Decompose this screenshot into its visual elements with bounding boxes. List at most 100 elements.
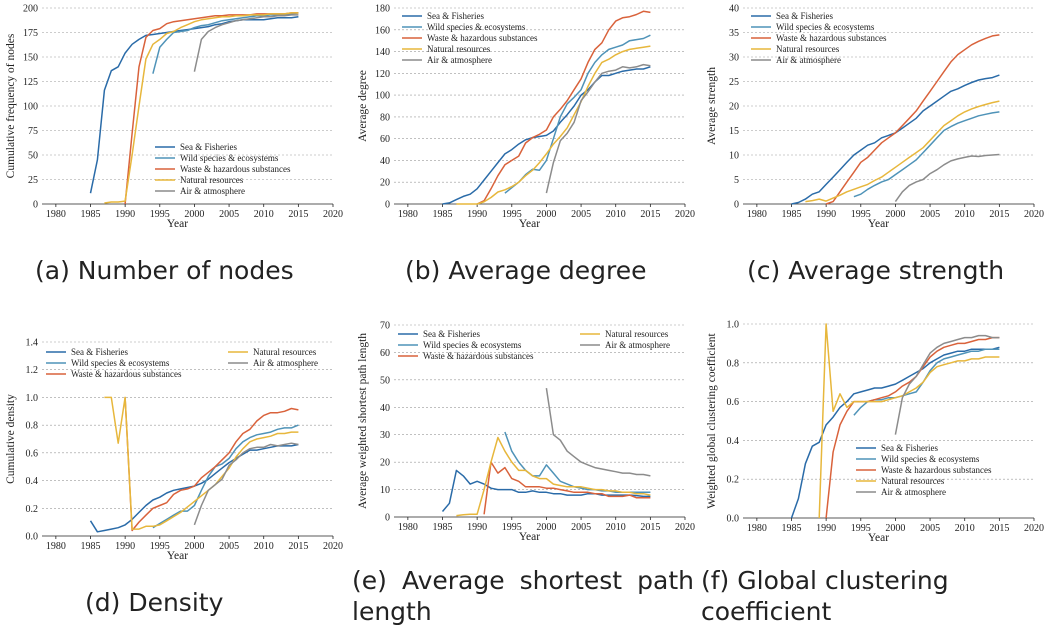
legend-label: Wild species & ecosystems (776, 22, 875, 32)
x-tick-label: 2000 (536, 209, 556, 220)
y-tick-label: 0 (734, 200, 739, 211)
y-tick-label: 175 (23, 28, 38, 39)
y-tick-label: 30 (380, 430, 390, 441)
series-line (790, 346, 1000, 519)
caption-text: (d) Density (85, 588, 224, 617)
legend-label: Sea & Fisheries (776, 11, 833, 21)
caption-a: (a) Number of nodes (35, 255, 294, 286)
y-tick-label: 160 (375, 25, 390, 36)
x-tick-label: 2010 (606, 522, 626, 533)
y-tick-label: 20 (729, 102, 739, 113)
x-tick-label: 1995 (502, 209, 522, 220)
x-tick-label: 1985 (81, 209, 101, 220)
y-tick-label: 40 (729, 4, 739, 15)
y-tick-label: 1.2 (26, 365, 39, 376)
x-tick-label: 1980 (747, 209, 767, 220)
x-tick-label: 1990 (467, 522, 487, 533)
caption-text: (b) Average degree (405, 256, 647, 285)
y-tick-label: 5 (734, 175, 739, 186)
x-tick-label: 1995 (150, 541, 170, 552)
x-tick-label: 2020 (323, 541, 343, 552)
chart-average-strength: 1980 1985 1990 1995 2000 2005 2010 2015 2020 0 5 10… (701, 0, 1046, 300)
chart-svg: 1980 1985 1990 1995 2000 2005 2010 2015 2020 0.0 0… (706, 320, 1044, 545)
series-line (104, 12, 299, 204)
y-tick-label: 140 (375, 47, 390, 58)
x-tick-label: 1980 (46, 209, 66, 220)
x-tick-label: 1980 (747, 523, 767, 534)
x-tick-label: 1985 (782, 209, 802, 220)
chart-svg: 1980 1985 1990 1995 2000 2005 2010 2015 2020 0 20 4… (357, 4, 695, 231)
y-tick-label: 35 (729, 28, 739, 39)
y-tick-label: 40 (380, 403, 390, 414)
y-tick-label: 60 (380, 134, 390, 145)
x-axis-label: Year (167, 218, 188, 230)
y-tick-label: 70 (380, 321, 390, 332)
chart-average-shortest-path-length: 1980 1985 1990 1995 2000 2005 2010 2015 2020 0 10 2… (352, 315, 697, 545)
legend-label: Natural resources (881, 476, 945, 486)
series-line (791, 74, 1000, 205)
x-tick-label: 2010 (955, 523, 975, 534)
series-lines (89, 396, 299, 533)
x-tick-label: 1990 (816, 523, 836, 534)
x-tick-label: 2015 (288, 541, 308, 552)
x-tick-label: 2000 (885, 523, 905, 534)
legend-label: Sea & Fisheries (71, 347, 128, 357)
legend-label: Air & atmosphere (776, 55, 841, 65)
y-tick-label: 15 (729, 126, 739, 137)
x-tick-label: 1980 (46, 541, 66, 552)
y-tick-label: 0.2 (26, 504, 39, 515)
x-tick-label: 1990 (467, 209, 487, 220)
x-tick-label: 1985 (782, 523, 802, 534)
y-tick-label: 0.6 (727, 397, 740, 408)
x-tick-label: 2020 (1024, 209, 1044, 220)
y-tick-label: 1.0 (26, 393, 39, 404)
x-tick-label: 2000 (184, 541, 204, 552)
x-tick-label: 1995 (150, 209, 170, 220)
series-line (483, 461, 651, 515)
y-axis-label: Average degree (357, 70, 369, 142)
grid (394, 324, 685, 490)
y-tick-label: 120 (375, 69, 390, 80)
x-axis-label: Year (519, 218, 540, 230)
series-line (825, 34, 1000, 205)
y-tick-label: 0.8 (26, 421, 39, 432)
series-line (894, 334, 1000, 435)
y-axis-label: Cumulative frequency of nodes (5, 33, 17, 178)
x-tick-label: 2015 (288, 209, 308, 220)
legend-label: Natural resources (180, 175, 244, 185)
caption-b: (b) Average degree (405, 255, 647, 286)
x-tick-label: 2020 (675, 522, 695, 533)
y-tick-label: 20 (380, 178, 390, 189)
legend-label: Air & atmosphere (605, 340, 670, 350)
series-lines (89, 12, 299, 205)
x-tick-label: 2010 (606, 209, 626, 220)
grid (42, 7, 333, 180)
x-tick-label: 2015 (640, 522, 660, 533)
y-tick-label: 75 (28, 126, 38, 137)
x-tick-label: 1980 (398, 522, 418, 533)
x-tick-label: 1985 (433, 209, 453, 220)
y-tick-label: 150 (23, 53, 38, 64)
series-line (193, 442, 299, 526)
caption-text: (c) Average strength (747, 256, 1005, 285)
y-tick-label: 20 (380, 458, 390, 469)
legend-label: Wild species & ecosystems (423, 340, 522, 350)
y-tick-label: 100 (375, 91, 390, 102)
grid (42, 341, 333, 509)
caption-text: (f) Global clustering coefficient (701, 566, 949, 626)
x-tick-label: 1990 (816, 209, 836, 220)
series-lines (441, 387, 651, 517)
x-tick-label: 2010 (254, 209, 274, 220)
series-line (89, 443, 299, 533)
x-tick-label: 2015 (989, 523, 1009, 534)
y-axis-label: Weighted global clustering coefficient (706, 332, 718, 508)
series-line (818, 323, 1000, 519)
y-tick-label: 0.8 (727, 358, 740, 369)
caption-text: (a) Number of nodes (35, 256, 294, 285)
x-tick-label: 1990 (115, 209, 135, 220)
series-lines (790, 323, 1000, 519)
legend-label: Waste & hazardous substances (71, 369, 182, 379)
series-line (853, 111, 1000, 198)
y-tick-label: 10 (380, 485, 390, 496)
